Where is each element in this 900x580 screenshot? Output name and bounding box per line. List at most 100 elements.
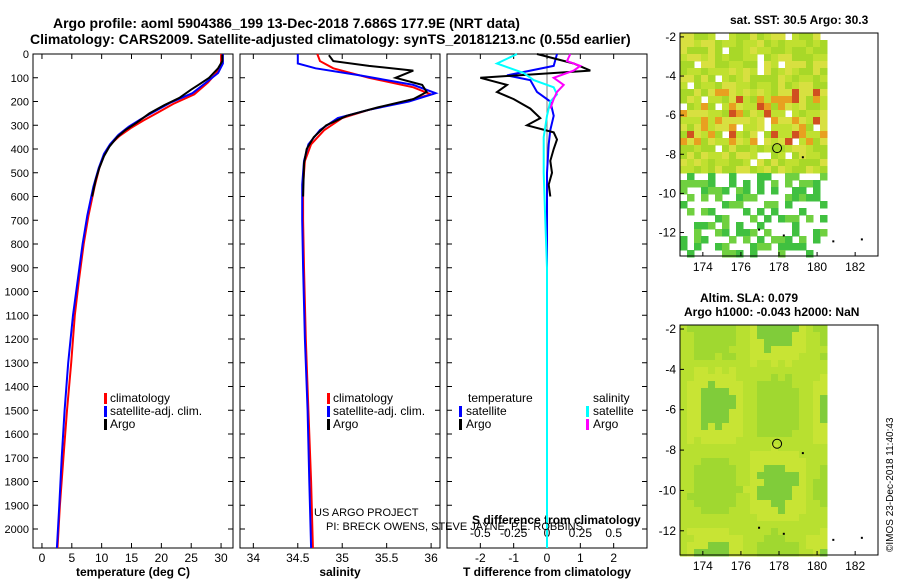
- sla_map-cell: [743, 444, 751, 452]
- sst_map-cell: [715, 243, 723, 251]
- sla_map-cell: [715, 367, 723, 375]
- sst_map-cell: [687, 61, 695, 69]
- sla_map-cell: [736, 542, 744, 550]
- sst_map-cell: [694, 54, 702, 62]
- sst_map-cell: [806, 110, 814, 118]
- sla_map-cell: [701, 353, 709, 361]
- sla_map-cell: [764, 521, 772, 529]
- sla_map-cell: [701, 416, 709, 424]
- sla_map-cell: [736, 507, 744, 515]
- sst_map-cell: [757, 110, 765, 118]
- sst_map-cell: [722, 103, 730, 111]
- sst_map-cell: [694, 166, 702, 174]
- sla_map-cell: [792, 493, 800, 501]
- sla_map-cell: [764, 458, 772, 466]
- sla_map-cell: [708, 465, 716, 473]
- sla_map-cell: [722, 465, 730, 473]
- sst_map-cell: [708, 131, 716, 139]
- sla_map-cell: [729, 479, 737, 487]
- sst_map-cell: [694, 229, 702, 237]
- sla_map-cell: [701, 542, 709, 550]
- sla_map-cell: [694, 451, 702, 459]
- sst_map-cell: [750, 96, 758, 104]
- sla_map-cell: [757, 360, 765, 368]
- sla_map-cell: [743, 486, 751, 494]
- sla_map-cell: [701, 423, 709, 431]
- sst_map-cell: [785, 201, 793, 209]
- sla_map-cell: [750, 374, 758, 382]
- sla_map-cell: [757, 332, 765, 340]
- sst_map-cell: [708, 47, 716, 55]
- sla_map-cell: [799, 325, 807, 333]
- sst_map-cell: [750, 117, 758, 125]
- sla_map-cell: [806, 416, 814, 424]
- sst_map-cell: [708, 173, 716, 181]
- sst_map-cell: [757, 47, 765, 55]
- differences-xtick-label: -2: [475, 551, 486, 565]
- sst_map-cell: [792, 187, 800, 195]
- sst_map-cell: [750, 47, 758, 55]
- sla_map-cell: [715, 472, 723, 480]
- sla_map-cell: [792, 542, 800, 550]
- sst_map-cell: [764, 96, 772, 104]
- sla_map-cell: [701, 514, 709, 522]
- sst_map-cell: [764, 89, 772, 97]
- sla_map-cell: [806, 493, 814, 501]
- sla_map-cell: [764, 416, 772, 424]
- sla_map-cell: [792, 423, 800, 431]
- sst_map-cell: [806, 180, 814, 188]
- sla_map-cell: [799, 430, 807, 438]
- sla_map-cell: [778, 346, 786, 354]
- sla_map-cell: [757, 472, 765, 480]
- sla_map-cell: [722, 325, 730, 333]
- sst_map-cell: [771, 117, 779, 125]
- sla_map-cell: [687, 367, 695, 375]
- sla_map-cell: [722, 360, 730, 368]
- sst_map-cell: [701, 145, 709, 153]
- sla_map-cell: [680, 451, 688, 459]
- sla_map-cell: [687, 409, 695, 417]
- sla_map-cell: [708, 472, 716, 480]
- sst_map-cell: [799, 152, 807, 160]
- sla_map-cell: [694, 437, 702, 445]
- sst_map-cell: [701, 47, 709, 55]
- sla_map-cell: [708, 416, 716, 424]
- sst_map-xtick-label: 180: [807, 260, 827, 274]
- sla_map-cell: [757, 535, 765, 543]
- sla_map-cell: [785, 521, 793, 529]
- sst_map-cell: [764, 173, 772, 181]
- sst_map-cell: [694, 243, 702, 251]
- sst_map-cell: [687, 103, 695, 111]
- sla_map-cell: [680, 388, 688, 396]
- sla_map-cell: [778, 360, 786, 368]
- sst_map-cell: [729, 236, 737, 244]
- sla_map-cell: [715, 388, 723, 396]
- sst_map-cell: [778, 117, 786, 125]
- sla_map-cell: [799, 437, 807, 445]
- sst_map-cell: [743, 138, 751, 146]
- sla_map-cell: [771, 549, 779, 557]
- sst_map-cell: [694, 33, 702, 41]
- sst_map-cell: [806, 33, 814, 41]
- sst_map-cell: [687, 47, 695, 55]
- sla_map-cell: [729, 451, 737, 459]
- sla_map-cell: [694, 339, 702, 347]
- sla_map-cell: [771, 528, 779, 536]
- sla_map-cell: [778, 381, 786, 389]
- sla_map-cell: [701, 479, 709, 487]
- sst_map-cell: [778, 138, 786, 146]
- sla_map-argo-marker: [772, 438, 783, 449]
- sst_map-cell: [715, 131, 723, 139]
- sla_map-cell: [764, 423, 772, 431]
- sst_map-cell: [806, 89, 814, 97]
- sla_map-cell: [680, 430, 688, 438]
- sla_map-cell: [687, 528, 695, 536]
- sla_map-cell: [729, 465, 737, 473]
- sla_map-cell: [792, 465, 800, 473]
- temperature-xtick-label: 20: [155, 551, 169, 565]
- sst_map-cell: [820, 131, 828, 139]
- sla_map-cell: [708, 535, 716, 543]
- differences-xtick-top-label: 0.25: [569, 526, 593, 540]
- sst_map-cell: [792, 75, 800, 83]
- temperature-legend-swatch: [104, 406, 107, 417]
